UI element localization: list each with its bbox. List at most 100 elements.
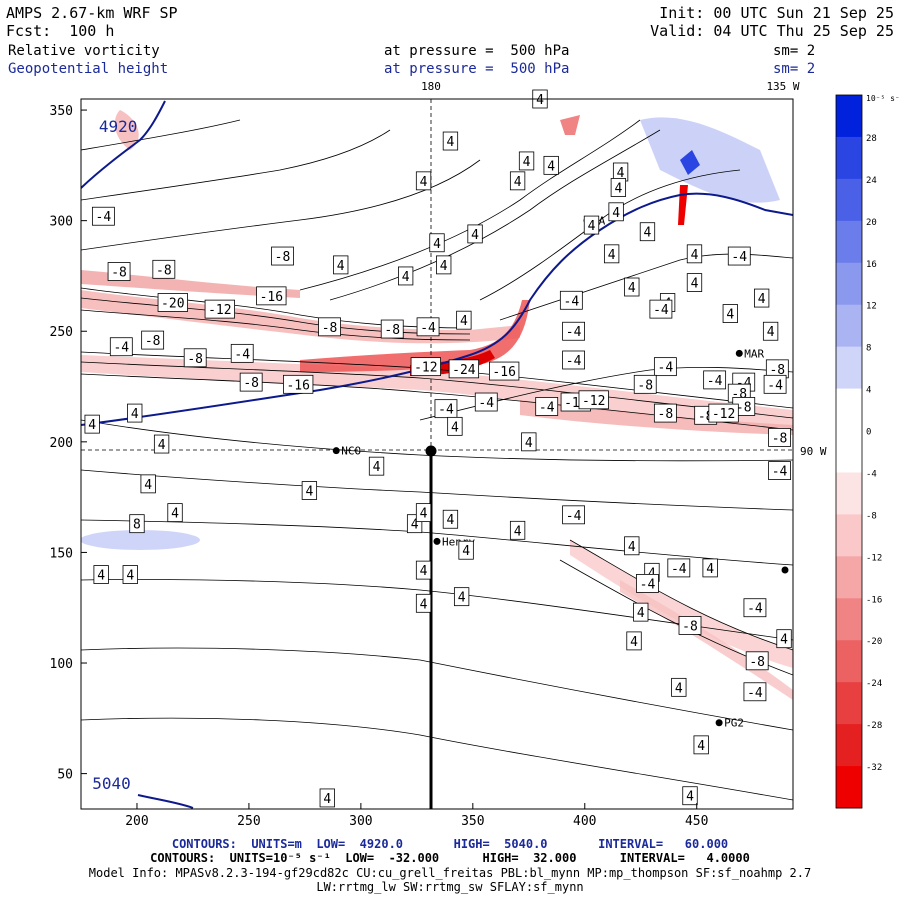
field2-name: Geopotential height bbox=[8, 61, 169, 77]
station-marker bbox=[781, 566, 789, 574]
contour-label: -4 bbox=[539, 400, 555, 415]
contour-label-box bbox=[578, 390, 609, 410]
contour-label: 4 bbox=[648, 566, 656, 581]
contour-label: 4 bbox=[373, 460, 381, 475]
contour-label-box bbox=[319, 788, 335, 808]
contour-label: -4 bbox=[747, 602, 763, 617]
colorbar-swatch bbox=[836, 304, 862, 348]
contour-label-box bbox=[678, 616, 702, 635]
contour-label: -8 bbox=[682, 619, 698, 634]
colorbar-swatch bbox=[836, 95, 862, 138]
contour-label: 8 bbox=[133, 518, 141, 533]
colorbar-tick-label: -4 bbox=[866, 469, 877, 479]
x-tick-label: 450 bbox=[685, 814, 708, 829]
contour-label: -4 bbox=[478, 396, 494, 411]
field2-smoothing: sm= 2 bbox=[773, 61, 816, 77]
contour-label-box bbox=[318, 317, 341, 337]
contour-label-box bbox=[129, 514, 145, 534]
footer-height-contours: CONTOURS: UNITS=m LOW= 4920.0 HIGH= 5040… bbox=[171, 837, 729, 851]
contour-label: 4 bbox=[612, 206, 620, 221]
contour-label-box bbox=[633, 602, 649, 622]
colorbar-swatch bbox=[836, 178, 862, 222]
contour-label-box bbox=[603, 244, 620, 264]
contour-label: 4 bbox=[88, 418, 96, 433]
colorbar-swatch bbox=[836, 220, 862, 264]
contour-label: 4 bbox=[462, 544, 470, 559]
contour-label: 4 bbox=[547, 159, 555, 174]
contour-label: 4 bbox=[617, 166, 625, 181]
contour-label-box bbox=[671, 677, 687, 697]
contour-label: 4 bbox=[628, 540, 636, 555]
colorbar-swatch bbox=[836, 682, 862, 725]
contour-label: -8 bbox=[658, 407, 674, 422]
colorbar-tick-label: 16 bbox=[866, 260, 877, 270]
contour-label-box bbox=[776, 629, 792, 649]
contour-label: 4 bbox=[608, 248, 616, 263]
colorbar-tick-label: -16 bbox=[866, 595, 882, 605]
plot-frame bbox=[80, 98, 794, 810]
contour-label: -4 bbox=[707, 374, 723, 389]
contour-label-box bbox=[722, 304, 738, 323]
contour-label-box bbox=[127, 403, 143, 423]
contour-label-box bbox=[562, 321, 585, 341]
contour-label: 4 bbox=[780, 633, 788, 648]
contour-label: -8 bbox=[749, 655, 765, 670]
contour-label: 4 bbox=[420, 597, 428, 612]
contour-label-box bbox=[543, 155, 559, 175]
contour-label: -8 bbox=[243, 376, 259, 391]
contour-label-box bbox=[768, 461, 791, 480]
colorbar-swatch bbox=[836, 136, 862, 180]
contour-label: 4 bbox=[686, 790, 694, 805]
contour-label: 4 bbox=[458, 591, 466, 606]
contour-label-box bbox=[610, 178, 627, 197]
contour-label: -4 bbox=[731, 250, 747, 265]
colorbar-swatch bbox=[836, 262, 862, 306]
contour-label-box bbox=[509, 520, 526, 540]
contour-label: -4 bbox=[653, 303, 669, 318]
contour-label-box bbox=[434, 399, 458, 419]
contour-label: 4 bbox=[767, 325, 775, 340]
station-label: NCO bbox=[341, 445, 361, 458]
contour-label-box bbox=[91, 206, 115, 226]
footer-vorticity-contours: CONTOURS: UNITS=10⁻⁵ s⁻¹ LOW= -32.000 HI… bbox=[150, 851, 750, 865]
contour-label: 4 bbox=[305, 484, 313, 499]
colorbar-unit: 10⁻⁵ s⁻¹ bbox=[866, 94, 900, 103]
vorticity-contours bbox=[81, 119, 793, 801]
colorbar-frame bbox=[835, 94, 863, 809]
colorbar-tick-label: 0 bbox=[866, 428, 871, 438]
contour-label-box bbox=[107, 262, 131, 281]
contour-label: 4 bbox=[523, 155, 531, 170]
contour-label: -4 bbox=[113, 341, 129, 356]
contour-label-box bbox=[368, 456, 385, 476]
contour-label: -4 bbox=[671, 562, 687, 577]
valid-time: Valid: 04 UTC Thu 25 Sep 25 bbox=[650, 22, 894, 40]
y-tick-label: 50 bbox=[57, 768, 73, 783]
contour-label-box bbox=[410, 357, 441, 377]
y-tick-label: 300 bbox=[50, 215, 73, 230]
contour-label: 4 bbox=[588, 219, 596, 234]
colorbar-swatch bbox=[836, 556, 862, 599]
contour-label-box bbox=[489, 361, 520, 381]
contour-label-box bbox=[93, 565, 109, 584]
contour-label: 4 bbox=[536, 93, 544, 108]
contour-label: -16 bbox=[286, 378, 309, 393]
colorbar-swatch bbox=[836, 472, 862, 515]
contour-label-box bbox=[509, 171, 526, 191]
colorbar-swatch bbox=[836, 346, 862, 390]
y-tick-label: 250 bbox=[50, 325, 73, 340]
geopotential-height-contours bbox=[81, 100, 793, 809]
contour-label-box bbox=[157, 293, 188, 312]
colorbar-tick-label: -24 bbox=[866, 679, 882, 689]
colorbar-tick-label: 20 bbox=[866, 218, 877, 228]
contour-label-box bbox=[398, 266, 414, 286]
contour-label: -8 bbox=[145, 334, 161, 349]
x-tick-label: 250 bbox=[237, 814, 260, 829]
x-axis: 200 250 300 350 400 450 bbox=[125, 803, 708, 829]
contour-label: 4 bbox=[726, 308, 734, 323]
contour-label: -16 bbox=[492, 365, 515, 380]
contour-label: 4 bbox=[706, 562, 714, 577]
contour-label: 4 bbox=[628, 281, 636, 296]
contour-label-box bbox=[559, 290, 583, 310]
